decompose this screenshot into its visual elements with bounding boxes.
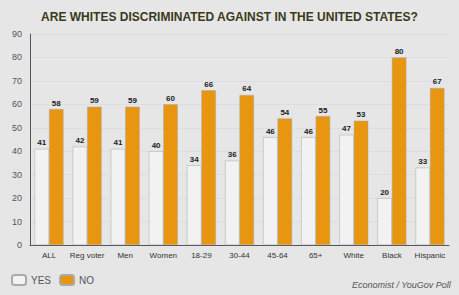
svg-text:90: 90: [12, 29, 22, 39]
svg-text:70: 70: [12, 76, 22, 86]
svg-text:36: 36: [228, 150, 237, 159]
svg-text:Economist / YouGov Poll: Economist / YouGov Poll: [352, 280, 452, 290]
svg-text:41: 41: [37, 138, 46, 147]
svg-text:ALL: ALL: [42, 251, 57, 260]
svg-text:65+: 65+: [309, 251, 323, 260]
svg-text:Women: Women: [150, 251, 177, 260]
svg-text:YES: YES: [31, 275, 51, 286]
svg-text:59: 59: [128, 96, 137, 105]
svg-text:30-44: 30-44: [229, 251, 250, 260]
svg-text:55: 55: [318, 106, 327, 115]
svg-text:80: 80: [12, 52, 22, 62]
svg-text:53: 53: [357, 110, 366, 119]
svg-text:45-64: 45-64: [267, 251, 288, 260]
svg-text:NO: NO: [79, 275, 94, 286]
svg-text:46: 46: [266, 127, 275, 136]
svg-text:White: White: [344, 251, 365, 260]
svg-text:10: 10: [12, 217, 22, 227]
svg-text:18-29: 18-29: [191, 251, 212, 260]
svg-text:20: 20: [380, 188, 389, 197]
svg-text:20: 20: [12, 193, 22, 203]
svg-text:67: 67: [433, 77, 442, 86]
svg-text:47: 47: [342, 124, 351, 133]
svg-text:Hispanic: Hispanic: [415, 251, 446, 260]
svg-text:59: 59: [90, 96, 99, 105]
svg-text:41: 41: [114, 138, 123, 147]
svg-text:80: 80: [395, 47, 404, 56]
svg-text:46: 46: [304, 127, 313, 136]
svg-text:50: 50: [12, 123, 22, 133]
svg-text:ARE WHITES DISCRIMINATED AGAIN: ARE WHITES DISCRIMINATED AGAINST IN THE …: [41, 10, 418, 24]
svg-text:40: 40: [152, 141, 161, 150]
svg-text:0: 0: [17, 240, 22, 250]
svg-text:30: 30: [12, 170, 22, 180]
svg-text:60: 60: [12, 99, 22, 109]
svg-text:58: 58: [52, 99, 61, 108]
svg-text:42: 42: [75, 136, 84, 145]
svg-text:33: 33: [418, 157, 427, 166]
svg-text:54: 54: [280, 108, 289, 117]
svg-text:40: 40: [12, 146, 22, 156]
svg-text:60: 60: [166, 94, 175, 103]
svg-text:66: 66: [204, 80, 213, 89]
svg-text:Men: Men: [117, 251, 133, 260]
svg-text:64: 64: [242, 84, 251, 93]
svg-text:Reg voter: Reg voter: [70, 251, 105, 260]
svg-text:34: 34: [190, 155, 199, 164]
svg-text:Black: Black: [382, 251, 403, 260]
